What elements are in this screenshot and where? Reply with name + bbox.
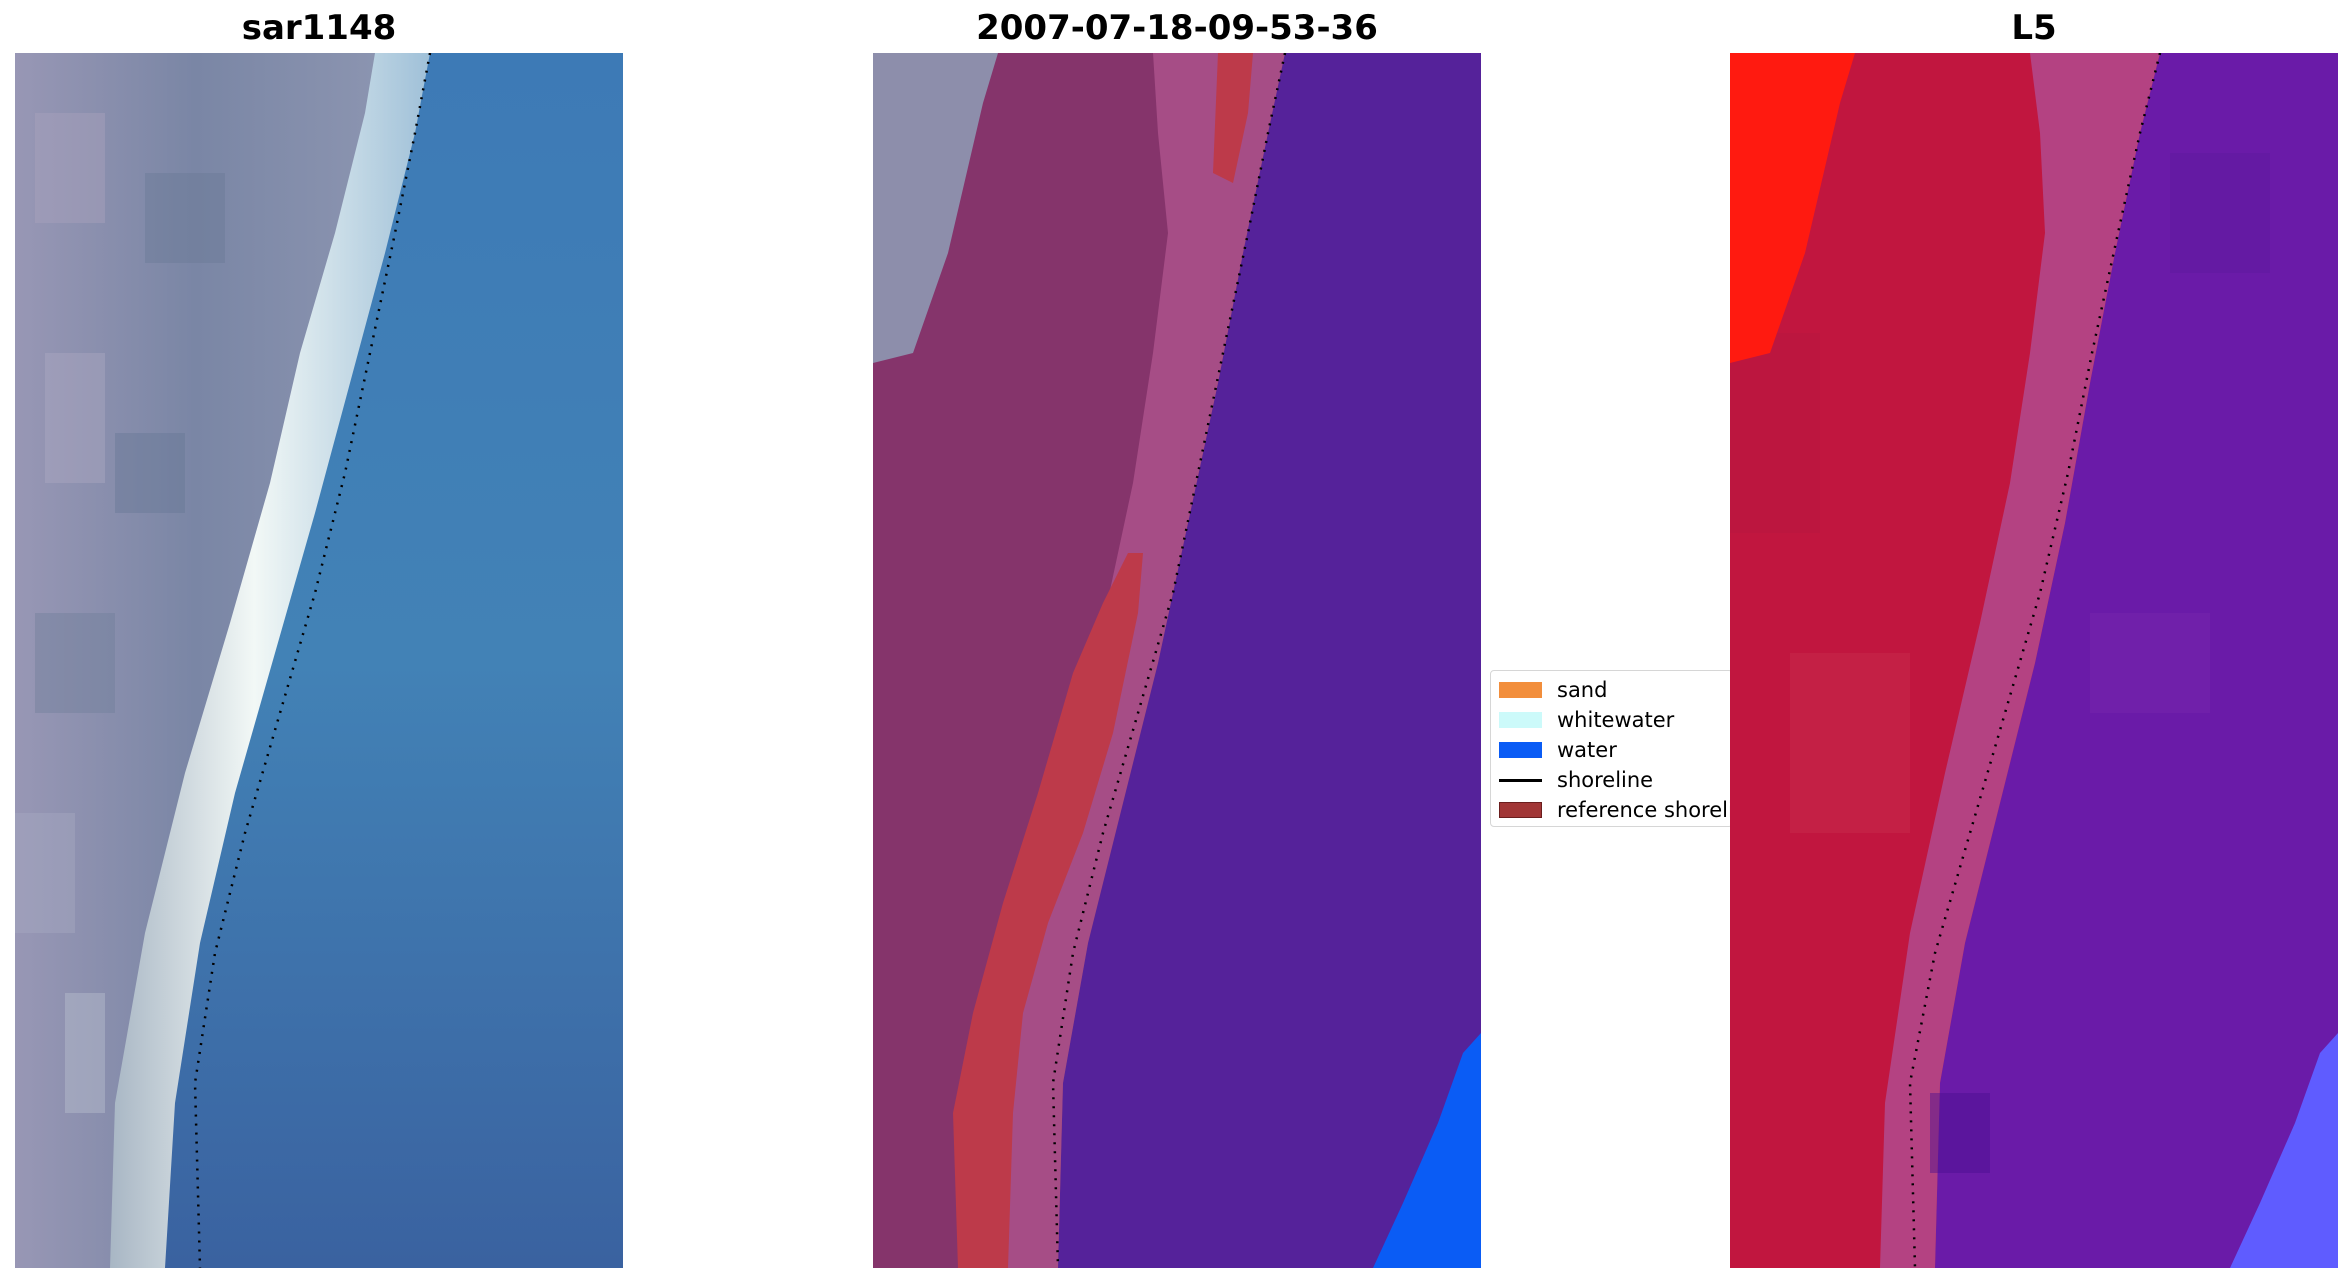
classified-image-svg [873, 53, 1481, 1268]
legend-label-shoreline: shoreline [1557, 768, 1654, 792]
classified-image [873, 53, 1481, 1268]
panel-title-3: L5 [2011, 8, 2057, 48]
legend-label-water: water [1557, 738, 1617, 762]
legend-swatch-reference-shoreline [1499, 802, 1542, 818]
legend-swatch-water [1499, 742, 1542, 758]
legend: sand whitewater water shoreline referenc… [1490, 670, 1733, 827]
legend-label-whitewater: whitewater [1557, 708, 1675, 732]
legend-line-shoreline [1499, 779, 1542, 782]
legend-swatch-whitewater [1499, 712, 1542, 728]
legend-label-sand: sand [1557, 678, 1608, 702]
l5-probability-image [1730, 53, 2338, 1268]
legend-swatch-sand [1499, 682, 1542, 698]
rgb-satellite-image [15, 53, 623, 1268]
legend-label-reference-shoreline: reference shoreline [1557, 798, 1732, 822]
l5-image-svg [1730, 53, 2338, 1268]
rgb-image-svg [15, 53, 623, 1268]
panel-title-1: sar1148 [241, 8, 397, 48]
panel-title-2: 2007-07-18-09-53-36 [976, 8, 1378, 48]
